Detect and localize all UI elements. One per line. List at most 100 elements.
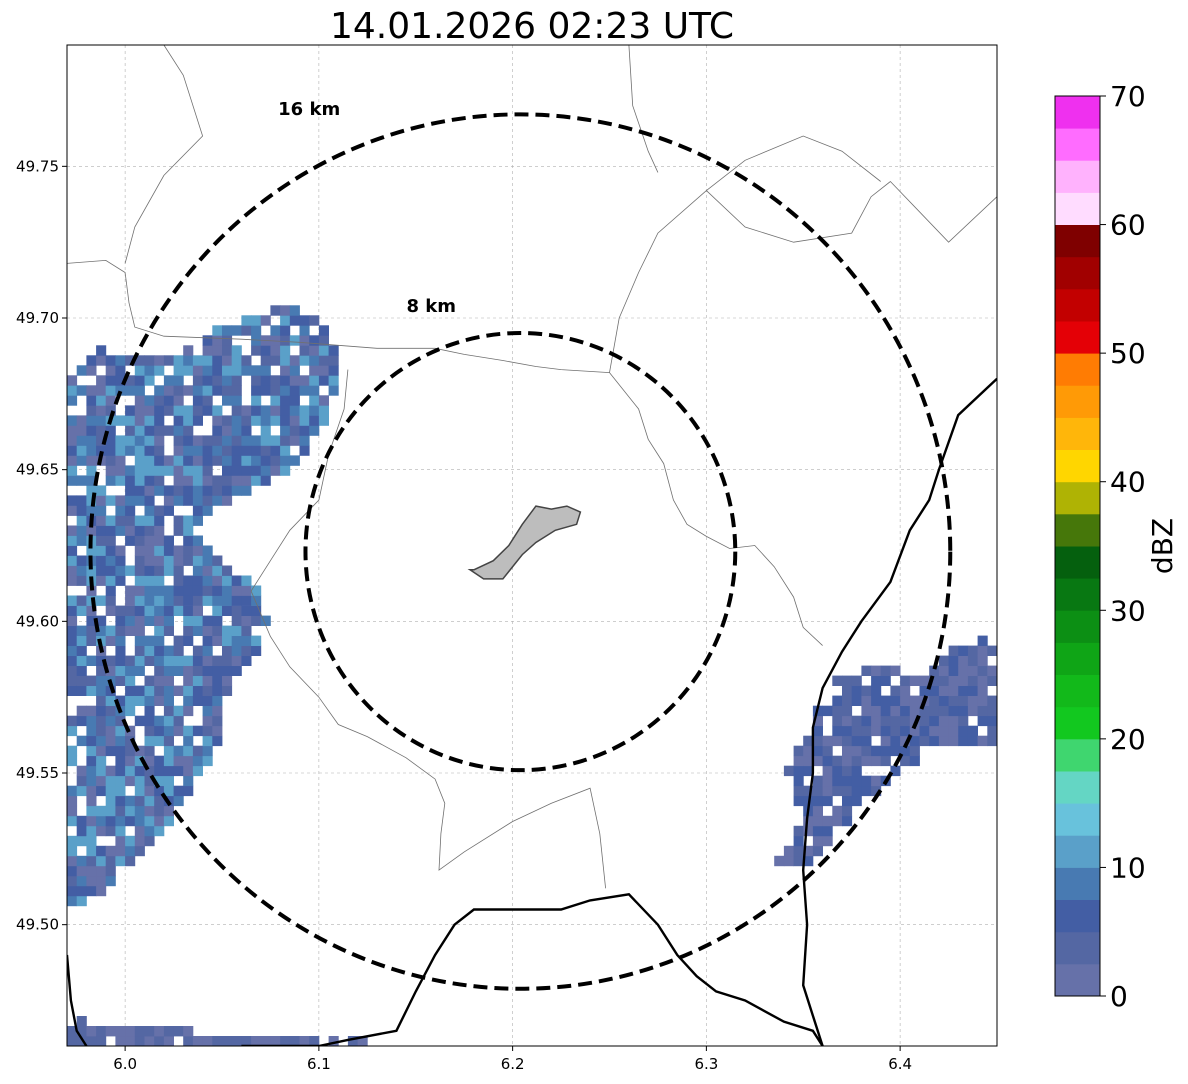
echo-cell (125, 665, 136, 676)
echo-cell (67, 1026, 78, 1037)
echo-cell (241, 615, 252, 626)
echo-cell (967, 655, 978, 666)
echo-cell (96, 665, 107, 676)
echo-cell (231, 595, 242, 606)
echo-cell (270, 445, 281, 456)
colorbar-bin (1055, 192, 1100, 225)
echo-cell (842, 755, 853, 767)
echo-cell (86, 435, 97, 446)
echo-cell (183, 755, 194, 767)
echo-cell (260, 435, 271, 446)
echo-cell (86, 885, 97, 897)
admin-border (628, 45, 659, 173)
echo-cell (299, 445, 310, 456)
echo-cell (212, 695, 223, 706)
admin-border (67, 259, 823, 646)
echo-cell (938, 655, 949, 666)
echo-cell (96, 865, 107, 877)
echo-cell (144, 675, 155, 686)
x-tick-label: 6.3 (694, 1055, 718, 1073)
echo-cell (977, 655, 988, 666)
echo-cell (96, 555, 107, 566)
echo-cell (105, 785, 116, 797)
echo-cell (173, 435, 184, 446)
echo-cell (212, 725, 223, 737)
echo-cell (192, 765, 203, 777)
echo-cell (115, 615, 126, 626)
echo-cell (96, 485, 107, 496)
echo-cell (67, 625, 78, 636)
echo-cell (251, 325, 262, 336)
echo-cell (309, 345, 320, 356)
echo-cell (125, 855, 136, 867)
echo-cell (96, 855, 107, 867)
echo-cell (134, 835, 145, 847)
echo-cell (192, 685, 203, 696)
echo-cell (289, 355, 300, 366)
echo-cell (202, 655, 213, 666)
echo-cell (154, 445, 165, 456)
echo-cell (289, 385, 300, 396)
echo-cell (144, 685, 155, 696)
x-axis: 6.0 6.1 6.2 6.3 6.4 (113, 1046, 912, 1073)
echo-cell (192, 365, 203, 376)
echo-cell (105, 665, 116, 676)
echo-cell (977, 705, 988, 717)
echo-cell (86, 415, 97, 426)
echo-cell (202, 385, 213, 396)
echo-cell (115, 755, 126, 767)
echo-cell (890, 735, 901, 747)
echo-cell (173, 375, 184, 386)
echo-cell (105, 365, 116, 376)
echo-cell (812, 725, 823, 737)
echo-cell (173, 465, 184, 476)
echo-cell (299, 405, 310, 416)
echo-cell (212, 335, 223, 346)
echo-cell (880, 705, 891, 717)
echo-cell (202, 755, 213, 767)
echo-cell (115, 845, 126, 857)
echo-cell (134, 845, 145, 857)
echo-cell (144, 425, 155, 436)
echo-cell (192, 555, 203, 566)
x-tick-label: 6.0 (113, 1055, 137, 1073)
echo-cell (812, 845, 823, 857)
echo-cell (212, 355, 223, 366)
echo-cell (280, 465, 291, 476)
echo-cell (251, 435, 262, 446)
echo-cell (202, 335, 213, 346)
echo-cell (202, 675, 213, 686)
echo-cell (192, 755, 203, 767)
echo-cell (183, 615, 194, 626)
echo-cell (212, 345, 223, 356)
echo-cell (289, 365, 300, 376)
echo-cell (812, 735, 823, 747)
echo-cell (270, 415, 281, 426)
colorbar-bin (1055, 96, 1100, 129)
echo-cell (144, 405, 155, 416)
echo-cell (183, 595, 194, 606)
echo-cell (251, 415, 262, 426)
echo-cell (134, 605, 145, 616)
echo-cell (192, 455, 203, 466)
echo-cell (958, 665, 969, 676)
echo-cell (212, 625, 223, 636)
echo-cell (241, 485, 252, 496)
echo-cell (842, 795, 853, 807)
echo-cell (919, 735, 930, 747)
echo-cell (202, 545, 213, 556)
echo-cell (183, 455, 194, 466)
echo-cell (163, 425, 174, 436)
echo-cell (105, 545, 116, 556)
echo-cell (163, 755, 174, 767)
echo-cell (144, 605, 155, 616)
echo-cell (241, 465, 252, 476)
echo-cell (134, 1036, 145, 1046)
echo-cell (76, 625, 87, 636)
echo-cell (192, 375, 203, 386)
echo-cell (173, 795, 184, 807)
echo-cell (318, 415, 329, 426)
echo-cell (115, 745, 126, 757)
echo-cell (105, 695, 116, 706)
echo-cell (861, 695, 872, 706)
